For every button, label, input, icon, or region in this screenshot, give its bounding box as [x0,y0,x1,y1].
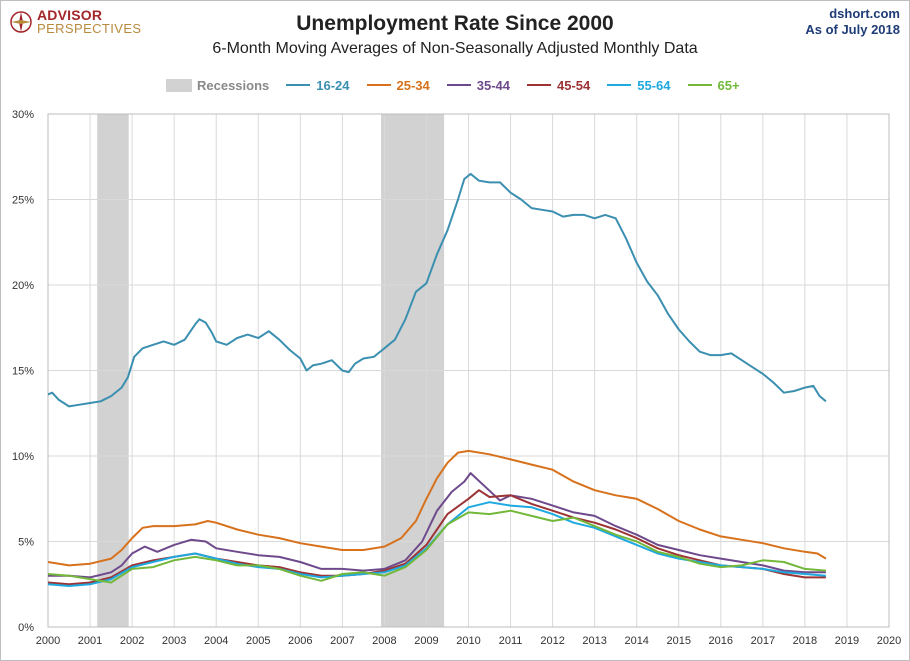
x-tick-label: 2014 [624,635,648,647]
legend-label-16-24: 16-24 [316,77,350,93]
x-tick-label: 2012 [540,635,564,647]
legend-label-35-44: 35-44 [476,77,511,93]
x-tick-label: 2009 [414,635,438,647]
y-tick-label: 5% [18,537,34,549]
legend-swatch-35-44 [446,84,471,86]
source-date: As of July 2018 [805,22,900,37]
legend-item-recessions: Recessions [166,78,269,93]
x-tick-label: 2018 [793,635,817,647]
legend-swatch-16-24 [286,84,311,86]
x-tick-label: 2001 [78,635,102,647]
plot-area-border [47,113,890,628]
series-line-35-44 [48,472,826,579]
legend: Recessions 16-24 25-34 35-44 45-54 55-64… [166,76,740,94]
logo-line1: ADVISOR [37,7,103,23]
x-tick-label: 2006 [288,635,312,647]
series-line-25-34 [47,449,827,567]
y-tick-label: 20% [12,280,34,292]
source-site: dshort.com [829,6,900,21]
legend-swatch-45-54 [527,84,552,86]
legend-swatch-25-34 [366,84,391,86]
legend-item-35-44: 35-44 [446,77,511,93]
x-tick-label: 2020 [877,635,901,647]
legend-item-65-plus: 65+ [687,77,740,93]
legend-swatch-recessions [166,78,192,92]
legend-swatch-55-64 [607,84,632,86]
legend-label-45-54: 45-54 [557,77,591,93]
x-tick-label: 2005 [246,635,270,647]
chart-title: Unemployment Rate Since 2000 [296,12,614,35]
legend-item-45-54: 45-54 [527,78,590,93]
x-tick-label: 2013 [582,635,606,647]
x-tick-label: 2000 [36,635,60,647]
y-tick-label: 10% [12,451,34,463]
logo-line2: PERSPECTIVES [37,21,142,36]
x-tick-label: 2007 [330,635,354,647]
x-tick-label: 2017 [751,635,775,647]
source-block: dshort.com As of July 2018 [805,6,900,38]
compass-rose-icon [10,11,32,33]
x-tick-label: 2015 [667,635,691,647]
x-tick-label: 2003 [162,635,186,647]
legend-label-recessions: Recessions [197,77,270,93]
legend-label-55-64: 55-64 [637,77,671,93]
x-tick-label: 2016 [709,635,733,647]
x-tick-label: 2004 [204,635,228,647]
y-tick-label: 25% [12,195,34,207]
x-tick-label: 2011 [499,635,523,647]
legend-item-16-24: 16-24 [286,77,350,93]
series-line-65-plus [47,509,826,584]
axes: 0% 5% 10% 15% 20% 25% 30% 2000 2001 2002 2003 2004 2… [12,109,901,647]
legend-label-25-34: 25-34 [396,77,430,93]
legend-swatch-65-plus [687,84,712,86]
series-lines [47,172,827,587]
advisor-perspectives-logo: ADVISOR PERSPECTIVES [10,7,142,36]
legend-label-65-plus: 65+ [717,77,740,93]
x-tick-label: 2002 [120,635,144,647]
y-tick-label: 0% [18,622,34,634]
x-tick-label: 2008 [372,635,396,647]
x-tick-label: 2010 [456,635,480,647]
y-tick-label: 15% [12,366,34,378]
grid-lines [47,113,890,628]
x-tick-label: 2019 [835,635,859,647]
legend-item-25-34: 25-34 [366,77,430,93]
y-tick-label: 30% [12,109,34,121]
chart-subtitle: 6-Month Moving Averages of Non-Seasonall… [212,40,698,57]
series-line-16-24 [47,172,827,408]
legend-item-55-64: 55-64 [607,77,671,93]
